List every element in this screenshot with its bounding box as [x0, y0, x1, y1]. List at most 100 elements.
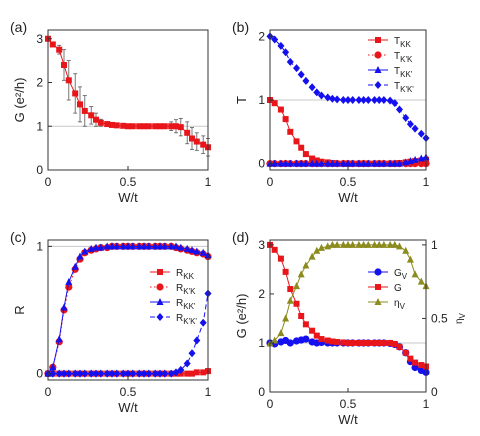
- y-right-axis-label: ηV: [454, 312, 467, 324]
- data-point: [412, 359, 419, 366]
- data-point: [391, 340, 398, 347]
- data-point: [109, 121, 115, 128]
- legend-marker: [375, 37, 381, 43]
- data-point: [287, 128, 294, 135]
- data-point: [104, 121, 111, 128]
- data-point: [81, 247, 89, 255]
- legend-label: TK'K': [394, 81, 414, 94]
- data-point: [339, 159, 347, 167]
- series-line: [269, 244, 427, 344]
- data-point: [193, 369, 200, 376]
- data-point: [81, 369, 89, 378]
- data-point: [380, 159, 388, 167]
- legend-marker: [157, 269, 163, 275]
- legend-entry: GV: [368, 268, 408, 281]
- data-point: [277, 106, 284, 113]
- data-point: [151, 369, 159, 378]
- legend-marker: [374, 81, 382, 89]
- data-point: [293, 282, 301, 290]
- data-point: [199, 318, 207, 327]
- data-point: [188, 349, 196, 358]
- data-point: [395, 159, 403, 167]
- data-point: [157, 123, 163, 130]
- data-point: [271, 35, 279, 44]
- data-point: [87, 369, 95, 378]
- legend-label: G: [394, 283, 402, 294]
- data-point: [161, 123, 168, 130]
- data-point: [297, 159, 305, 167]
- data-point: [129, 369, 137, 378]
- data-point: [411, 363, 419, 372]
- x-tick-label: 0: [45, 385, 52, 399]
- legend-marker: [374, 268, 382, 276]
- data-point: [324, 337, 331, 344]
- data-point: [71, 369, 79, 378]
- legend-marker: [374, 51, 382, 59]
- legend-label: TKK': [394, 66, 413, 79]
- data-point: [161, 369, 169, 378]
- data-point: [119, 369, 127, 378]
- legend-label: GV: [394, 268, 408, 281]
- data-point: [391, 159, 399, 167]
- data-point: [317, 159, 325, 167]
- data-point: [318, 336, 325, 343]
- data-point: [60, 369, 68, 378]
- data-point: [103, 369, 111, 378]
- data-point: [140, 242, 148, 250]
- data-point: [271, 336, 279, 344]
- data-point: [135, 369, 143, 378]
- data-point: [271, 246, 278, 253]
- data-point: [103, 242, 111, 250]
- data-point: [333, 95, 341, 104]
- data-point: [355, 339, 362, 346]
- x-tick-label: 1: [205, 175, 212, 189]
- data-point: [391, 240, 399, 248]
- x-tick-label: 1: [423, 175, 430, 189]
- data-point: [55, 335, 63, 343]
- data-point: [108, 369, 116, 378]
- y-axis-label: G (e²/h): [12, 78, 27, 123]
- data-point: [360, 159, 368, 167]
- data-point: [395, 105, 403, 114]
- y-axis-label: T: [234, 96, 249, 104]
- data-point: [371, 339, 378, 346]
- data-point: [124, 369, 132, 378]
- data-point: [333, 159, 341, 167]
- data-point: [286, 296, 294, 304]
- data-point: [140, 369, 148, 378]
- x-tick-label: 0: [267, 175, 274, 189]
- panel-label: (b): [232, 19, 249, 35]
- legend: GV GηV: [368, 268, 408, 311]
- data-point: [92, 369, 100, 378]
- data-point: [168, 123, 175, 130]
- legend-entry: RK'K': [150, 313, 197, 326]
- data-point: [375, 240, 383, 248]
- data-point: [92, 243, 100, 251]
- series-r-k-k-: [44, 289, 212, 378]
- data-point: [349, 96, 357, 104]
- legend-entry: TKK: [368, 36, 411, 49]
- data-point: [145, 123, 152, 130]
- data-point: [364, 96, 372, 104]
- data-point: [183, 359, 191, 368]
- data-point: [161, 242, 169, 250]
- data-point: [183, 244, 191, 252]
- y-tick-label: 0: [258, 157, 265, 171]
- data-point: [344, 159, 352, 167]
- data-point: [375, 96, 383, 104]
- data-point: [72, 90, 79, 97]
- legend-label: RK'K: [176, 283, 196, 296]
- data-point: [396, 343, 403, 350]
- data-point: [339, 96, 347, 104]
- y-tick-label: 0: [36, 163, 43, 177]
- data-point: [129, 242, 137, 250]
- legend-label: RK'K': [176, 313, 197, 326]
- data-point: [177, 365, 185, 374]
- data-point: [391, 99, 399, 108]
- data-point: [355, 240, 363, 248]
- x-tick-label: 0.5: [120, 175, 137, 189]
- legend-marker: [156, 313, 164, 321]
- legend-label: ηV: [394, 298, 406, 311]
- data-point: [309, 155, 316, 162]
